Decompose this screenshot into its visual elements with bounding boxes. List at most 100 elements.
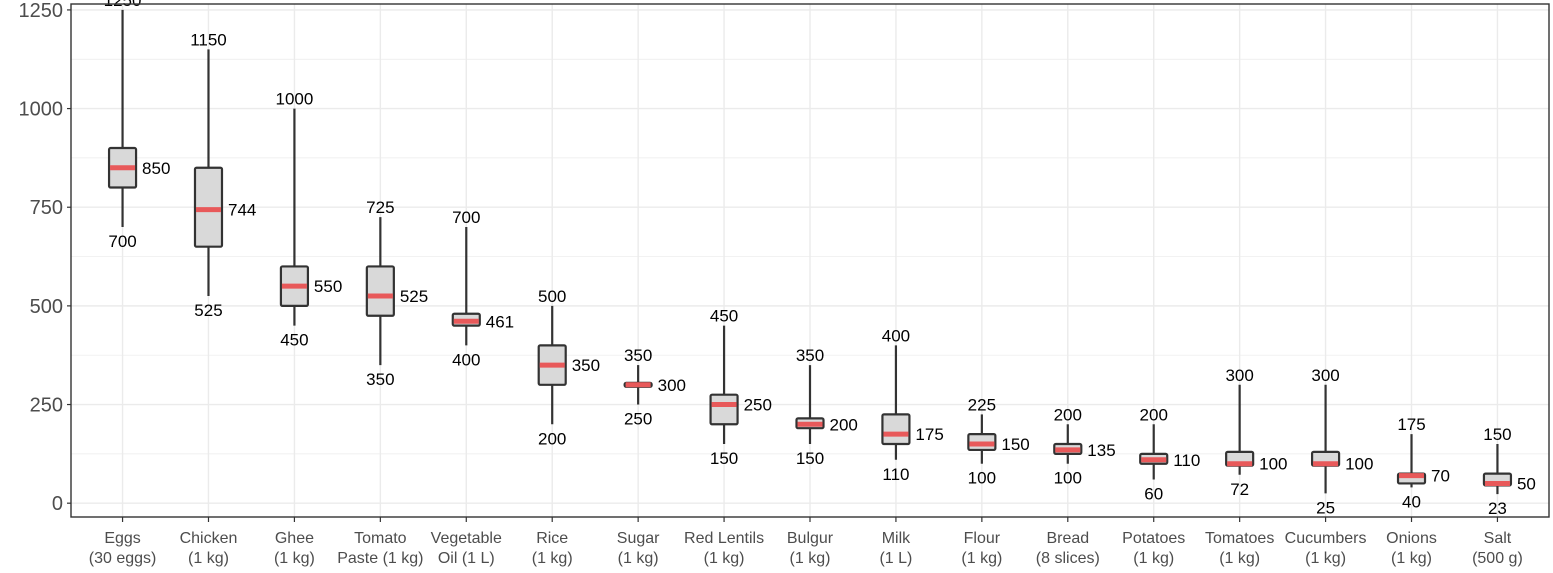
median-label: 744 <box>228 201 256 220</box>
min-label: 200 <box>538 429 566 448</box>
y-tick-label: 1250 <box>19 0 64 22</box>
x-tick-label-line2: (1 kg) <box>274 550 315 567</box>
max-label: 400 <box>882 326 910 345</box>
x-tick-label-line2: (1 kg) <box>1305 550 1346 567</box>
y-tick-label: 250 <box>30 395 63 417</box>
box-salt <box>1482 443 1513 495</box>
median-label: 200 <box>830 415 858 434</box>
min-label: 250 <box>624 410 652 429</box>
min-label: 700 <box>108 232 136 251</box>
median-label: 175 <box>915 425 943 444</box>
box-eggs <box>107 9 138 227</box>
iqr-box <box>709 393 739 426</box>
y-tick-label: 750 <box>30 197 63 219</box>
max-label: 150 <box>1483 425 1511 444</box>
median-label: 850 <box>142 159 170 178</box>
min-label: 150 <box>710 449 738 468</box>
x-tick-label-line1: Ghee <box>275 530 314 547</box>
data-label-layer: 1250 700 850 1150 525 744 1000 450 550 725 350 525 7… <box>104 0 1536 518</box>
x-tick-label-line1: Cucumbers <box>1285 530 1367 547</box>
x-tick-label-line2: (1 kg) <box>1219 550 1260 567</box>
max-label: 700 <box>452 208 480 227</box>
x-tick-label-line1: Sugar <box>617 530 660 547</box>
max-label: 725 <box>366 198 394 217</box>
min-label: 60 <box>1144 485 1163 504</box>
x-tick-label-line1: Red Lentils <box>684 530 764 547</box>
max-label: 1250 <box>104 0 142 10</box>
median-label: 100 <box>1259 455 1287 474</box>
median-label: 150 <box>1001 435 1029 454</box>
x-tick-label-line1: Tomato <box>354 530 407 547</box>
box-ghee <box>279 108 310 326</box>
box-red-lentils <box>709 325 739 444</box>
box-rice <box>537 305 567 425</box>
min-label: 40 <box>1402 492 1421 511</box>
box-tomatoes <box>1225 384 1255 475</box>
min-label: 450 <box>280 331 308 350</box>
max-label: 300 <box>1225 366 1253 385</box>
median-label: 100 <box>1345 455 1373 474</box>
x-tick-label-line1: Rice <box>536 530 568 547</box>
box-layer <box>107 9 1513 495</box>
x-tick-label-line2: (1 kg) <box>1133 550 1174 567</box>
min-label: 400 <box>452 350 480 369</box>
max-label: 200 <box>1140 405 1168 424</box>
x-tick-label-line2: (1 kg) <box>532 550 573 567</box>
iqr-box <box>365 265 395 317</box>
iqr-box <box>881 413 911 446</box>
x-tick-label-line2: (30 eggs) <box>89 550 157 567</box>
x-tick-label-line1: Flour <box>964 530 1001 547</box>
x-tick-label-line2: (1 L) <box>879 550 912 567</box>
median-label: 550 <box>314 277 342 296</box>
box-potatoes <box>1139 424 1169 480</box>
min-label: 150 <box>796 449 824 468</box>
box-bread <box>1053 424 1083 464</box>
median-label: 50 <box>1517 474 1536 493</box>
x-tick-label-line1: Milk <box>882 530 911 547</box>
x-tick-label-line2: Paste (1 kg) <box>337 550 423 567</box>
x-tick-label-line1: Bread <box>1046 530 1089 547</box>
x-tick-label-line1: Potatoes <box>1122 530 1185 547</box>
x-tick-label-line2: (500 g) <box>1472 550 1523 567</box>
x-tick-label-line2: (1 kg) <box>1391 550 1432 567</box>
x-tick-label-line1: Salt <box>1484 530 1512 547</box>
min-label: 110 <box>882 465 909 484</box>
max-label: 350 <box>796 346 824 365</box>
min-label: 350 <box>366 370 394 389</box>
median-label: 350 <box>572 356 600 375</box>
y-tick-label: 1000 <box>19 99 64 121</box>
box-tomato <box>365 217 395 366</box>
min-label: 23 <box>1488 499 1507 518</box>
min-label: 525 <box>194 301 222 320</box>
x-tick-label-line2: (1 kg) <box>704 550 745 567</box>
x-tick-label-line1: Chicken <box>180 530 238 547</box>
min-label: 72 <box>1230 480 1249 499</box>
x-tick-label-line2: (1 kg) <box>188 550 229 567</box>
panel-border <box>70 3 1550 518</box>
max-label: 300 <box>1311 366 1339 385</box>
median-label: 250 <box>744 396 772 415</box>
min-label: 100 <box>968 469 996 488</box>
max-label: 200 <box>1054 405 1082 424</box>
max-label: 225 <box>968 395 996 414</box>
x-tick-label-line2: (1 kg) <box>618 550 659 567</box>
x-tick-label-line2: Oil (1 L) <box>438 550 495 567</box>
x-tick-label-line2: (8 slices) <box>1036 550 1100 567</box>
max-label: 175 <box>1397 415 1425 434</box>
x-tick-label-line1: Vegetable <box>431 530 502 547</box>
box-milk <box>881 345 911 460</box>
x-tick-label-line1: Onions <box>1386 530 1437 547</box>
x-tick-label-line2: (1 kg) <box>961 550 1002 567</box>
min-label: 100 <box>1054 469 1082 488</box>
x-axis: Eggs (30 eggs) Chicken (1 kg) Ghee (1 kg) Toma… <box>89 517 1523 567</box>
x-tick-label-line1: Bulgur <box>787 530 834 547</box>
x-tick-label-line2: (1 kg) <box>790 550 831 567</box>
x-tick-label-line1: Tomatoes <box>1205 530 1274 547</box>
box-flour <box>967 414 997 464</box>
x-tick-label-line1: Eggs <box>104 530 140 547</box>
max-label: 1000 <box>276 90 314 109</box>
y-tick-label: 0 <box>52 493 63 515</box>
median-label: 135 <box>1087 441 1115 460</box>
box-sugar <box>623 365 653 405</box>
median-label: 525 <box>400 287 428 306</box>
